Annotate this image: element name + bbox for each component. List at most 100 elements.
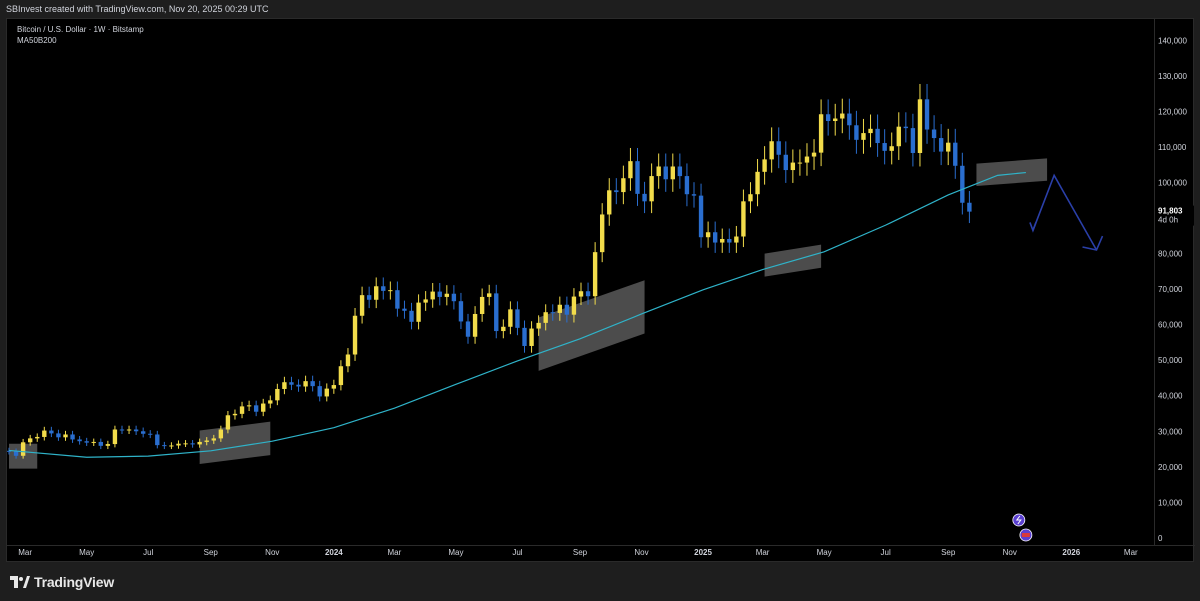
candle-body[interactable] [550, 312, 555, 314]
candle-body[interactable] [536, 322, 541, 329]
candle-body[interactable] [105, 444, 111, 446]
candle-body[interactable] [374, 286, 379, 300]
candle-body[interactable] [776, 141, 781, 155]
candle-body[interactable] [804, 156, 810, 163]
candle-body[interactable] [543, 312, 548, 323]
candle-body[interactable] [133, 429, 139, 432]
candle-body[interactable] [430, 291, 435, 300]
candle-body[interactable] [190, 443, 195, 445]
candle-body[interactable] [910, 128, 916, 153]
candle-body[interactable] [684, 176, 690, 195]
chart-legend[interactable]: Bitcoin / U.S. Dollar · 1W · Bitstamp MA… [17, 24, 144, 46]
candle-body[interactable] [112, 429, 118, 445]
candle-body[interactable] [762, 159, 767, 172]
candle-body[interactable] [564, 304, 570, 315]
candle-body[interactable] [705, 232, 711, 238]
candle-body[interactable] [953, 142, 958, 166]
candle-body[interactable] [769, 141, 774, 160]
candle-body[interactable] [790, 162, 796, 171]
candle-body[interactable] [649, 176, 654, 202]
candle-body[interactable] [268, 400, 273, 404]
candle-body[interactable] [628, 161, 633, 179]
tradingview-logo[interactable]: TradingView [10, 573, 114, 591]
indicator-label[interactable]: MA50B200 [17, 36, 57, 45]
candle-body[interactable] [225, 415, 231, 430]
candle-body[interactable] [967, 202, 972, 212]
candle-body[interactable] [317, 386, 322, 397]
candle-body[interactable] [27, 438, 33, 443]
candle-body[interactable] [42, 430, 47, 437]
symbol-title[interactable]: Bitcoin / U.S. Dollar · 1W · Bitstamp [17, 25, 144, 34]
candle-body[interactable] [381, 286, 386, 291]
candle-body[interactable] [811, 152, 817, 157]
candle-body[interactable] [388, 290, 393, 292]
candle-body[interactable] [204, 440, 209, 442]
candle-body[interactable] [84, 441, 89, 443]
candle-body[interactable] [797, 162, 803, 164]
projection-arrow[interactable] [1032, 173, 1098, 251]
candle-body[interactable] [7, 450, 12, 452]
candle-body[interactable] [896, 126, 901, 147]
candle-body[interactable] [169, 445, 174, 447]
candle-body[interactable] [444, 293, 450, 297]
candle-body[interactable] [246, 405, 252, 407]
candle-body[interactable] [282, 382, 287, 389]
candle-body[interactable] [783, 154, 788, 171]
candle-body[interactable] [487, 293, 492, 297]
candle-body[interactable] [176, 443, 181, 446]
candle-body[interactable] [183, 443, 188, 445]
candle-body[interactable] [924, 99, 930, 130]
candle-body[interactable] [677, 166, 683, 177]
candle-body[interactable] [748, 194, 753, 202]
candle-body[interactable] [861, 133, 866, 140]
candle-body[interactable] [847, 113, 852, 126]
candle-body[interactable] [875, 128, 880, 144]
candle-body[interactable] [98, 441, 103, 446]
candle-body[interactable] [642, 193, 647, 202]
candle-body[interactable] [938, 138, 944, 152]
candle-body[interactable] [56, 433, 61, 438]
candle-body[interactable] [352, 315, 358, 355]
candle-body[interactable] [275, 388, 280, 401]
candle-body[interactable] [296, 384, 301, 387]
candle-body[interactable] [854, 125, 859, 140]
candle-body[interactable] [501, 326, 506, 332]
candle-body[interactable] [261, 403, 266, 412]
candle-body[interactable] [148, 433, 153, 435]
candle-body[interactable] [91, 441, 96, 443]
candle-body[interactable] [49, 430, 54, 434]
candle-body[interactable] [917, 99, 923, 153]
candle-body[interactable] [578, 291, 584, 297]
candle-body[interactable] [310, 381, 315, 387]
candle-body[interactable] [289, 382, 294, 385]
candle-body[interactable] [20, 442, 26, 456]
candle-body[interactable] [727, 238, 732, 243]
candle-body[interactable] [416, 302, 421, 322]
candle-body[interactable] [402, 308, 407, 311]
candle-body[interactable] [211, 438, 216, 441]
candle-body[interactable] [13, 451, 19, 456]
candle-body[interactable] [571, 296, 577, 315]
candle-body[interactable] [437, 291, 442, 297]
candle-body[interactable] [218, 429, 224, 439]
candle-body[interactable] [599, 214, 605, 253]
candle-body[interactable] [197, 441, 202, 445]
candle-body[interactable] [232, 413, 238, 416]
candle-body[interactable] [614, 190, 619, 193]
candle-body[interactable] [63, 434, 68, 438]
candle-body[interactable] [734, 236, 739, 243]
candle-body[interactable] [331, 385, 337, 389]
candle-body[interactable] [882, 143, 887, 151]
candle-body[interactable] [833, 118, 838, 122]
candle-body[interactable] [338, 366, 344, 386]
candle-body[interactable] [472, 313, 478, 337]
candle-body[interactable] [607, 190, 612, 215]
candle-body[interactable] [840, 113, 845, 119]
candle-body[interactable] [663, 166, 668, 180]
candle-body[interactable] [366, 295, 372, 300]
candle-body[interactable] [557, 304, 563, 313]
candle-body[interactable] [119, 429, 125, 431]
candle-body[interactable] [621, 178, 626, 193]
moving-average-line[interactable] [8, 171, 1026, 458]
candle-body[interactable] [522, 327, 527, 346]
